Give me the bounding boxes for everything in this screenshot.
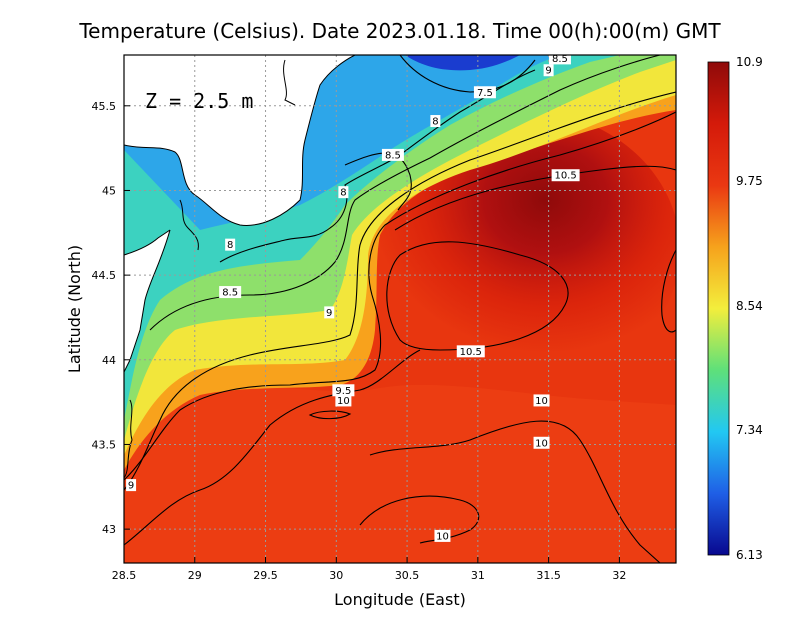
contour-label-bg <box>324 306 335 319</box>
field-deep-blue-patch <box>405 55 520 71</box>
contour-label-bg <box>456 345 485 358</box>
contour-9 <box>124 91 676 491</box>
contour-label: 10 <box>535 396 548 407</box>
colorbar-tick-label: 6.13 <box>736 548 763 562</box>
coastline-lagoon <box>179 199 199 251</box>
x-tick-label: 28.5 <box>112 569 137 582</box>
land-coast-south <box>124 230 170 372</box>
contour-label-bg <box>338 186 349 199</box>
contour-label: 8.5 <box>385 150 401 161</box>
contour-label-bg <box>434 529 451 542</box>
contour-label-bg <box>430 115 441 128</box>
contour-label-bg <box>332 384 355 397</box>
contour-label: 8 <box>227 240 233 251</box>
coastline-inlet <box>283 59 296 106</box>
contour-label: 10 <box>337 396 350 407</box>
colorbar-tick-label: 7.34 <box>736 423 763 437</box>
contour-8-5-loop <box>344 152 412 211</box>
contour-label-bg <box>543 64 554 77</box>
contour-10-5-east <box>661 249 676 333</box>
contour-10-5-core <box>386 241 569 351</box>
contour-label-bg <box>381 148 404 161</box>
contour-label: 8 <box>432 117 438 128</box>
y-tick-label: 44.5 <box>92 269 117 282</box>
contour-label-bg <box>533 394 550 407</box>
x-tick-label: 29.5 <box>253 569 278 582</box>
x-tick-label: 32 <box>612 569 626 582</box>
y-axis-title: Latitude (North) <box>65 245 84 373</box>
colorbar-tick-label: 9.75 <box>736 174 763 188</box>
x-tick-label: 30 <box>329 569 343 582</box>
y-axis-ticks: 43 43.5 44 44.5 45 45.5 <box>92 100 130 536</box>
y-tick-label: 45 <box>102 184 116 197</box>
map-grid <box>124 55 676 563</box>
contour-8-5 <box>149 55 661 331</box>
contour-label-bg <box>533 436 550 449</box>
coastline-bay <box>124 399 133 479</box>
contour-label-bg <box>473 86 496 99</box>
contour-10-east <box>369 420 661 563</box>
temperature-field <box>124 55 676 563</box>
contour-label-bg <box>225 238 236 251</box>
contour-label: 9 <box>545 66 551 77</box>
contour-label: 9.5 <box>335 386 351 397</box>
y-tick-label: 44 <box>102 354 116 367</box>
plot-frame <box>123 54 677 564</box>
contour-label: 8.5 <box>222 288 238 299</box>
contour-label-bg <box>335 394 352 407</box>
contour-label-bg <box>219 286 242 299</box>
x-tick-label: 29 <box>188 569 202 582</box>
field-south-band <box>124 384 676 563</box>
colorbar-tick-label: 8.54 <box>736 299 763 313</box>
x-axis-title: Longitude (East) <box>334 590 466 609</box>
contour-10-west <box>124 349 421 546</box>
x-tick-label: 31 <box>471 569 485 582</box>
contour-7-5 <box>399 55 536 93</box>
y-tick-label: 43.5 <box>92 438 117 451</box>
x-tick-label: 31.5 <box>536 569 561 582</box>
y-tick-label: 45.5 <box>92 100 117 113</box>
contour-10-small <box>308 410 352 420</box>
contour-9-5 <box>124 111 676 481</box>
contour-label: 10 <box>535 438 548 449</box>
y-tick-label: 43 <box>102 523 116 536</box>
colorbar-ticks: 10.9 9.75 8.54 7.34 6.13 <box>736 55 763 562</box>
coastline-north <box>124 55 356 226</box>
chart-title: Temperature (Celsius). Date 2023.01.18. … <box>78 19 721 43</box>
contour-label: 10 <box>436 531 449 542</box>
contour-label-bg <box>126 479 137 492</box>
contour-label: 8 <box>340 188 346 199</box>
x-axis-ticks: 28.5 29 29.5 30 30.5 31 31.5 32 <box>112 557 626 582</box>
coastline-cape <box>124 229 171 256</box>
contour-label: 7.5 <box>477 88 493 99</box>
land-mass <box>124 55 355 226</box>
contour-label: 9 <box>326 308 332 319</box>
colorbar-tick-label: 10.9 <box>736 55 763 69</box>
contour-label: 10.5 <box>460 347 482 358</box>
contour-label: 9 <box>128 481 134 492</box>
coastline-south <box>124 229 171 373</box>
colorbar <box>707 61 730 556</box>
contour-label: 8.5 <box>552 54 568 65</box>
x-tick-label: 30.5 <box>395 569 420 582</box>
contour-label-bg <box>551 169 580 182</box>
contour-label: 10.5 <box>554 171 576 182</box>
contour-8 <box>219 69 536 263</box>
depth-label: Z = 2.5 m <box>145 89 253 113</box>
